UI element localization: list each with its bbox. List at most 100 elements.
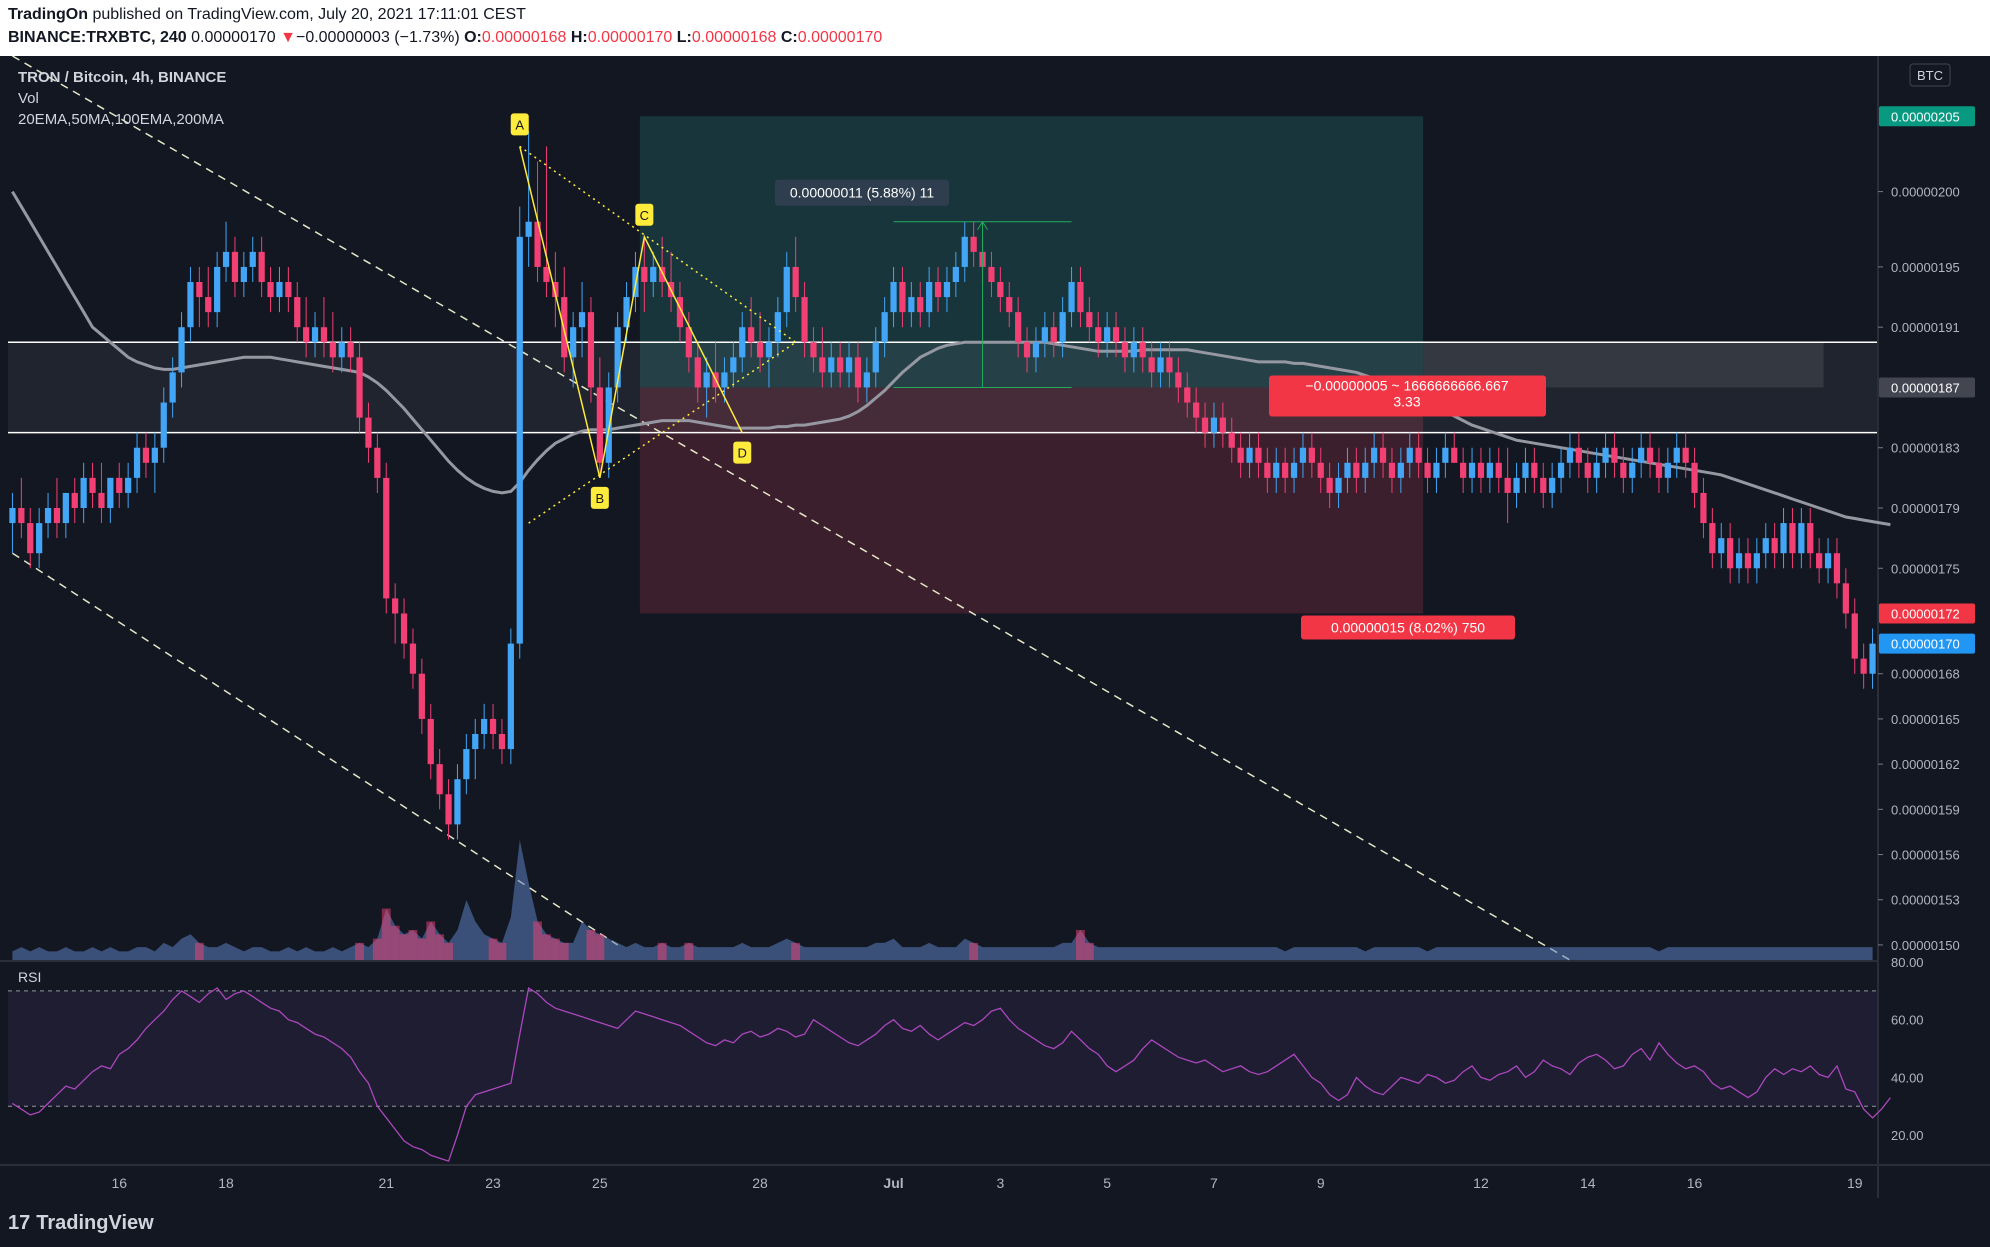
candle <box>1789 523 1796 554</box>
pattern-point-label: C <box>640 208 649 223</box>
price-tick-label: 0.00000168 <box>1891 667 1960 682</box>
volume-bar <box>381 908 391 960</box>
candle <box>303 327 310 343</box>
candle <box>926 282 933 313</box>
volume-bar <box>390 925 400 960</box>
candle <box>1486 462 1493 478</box>
candle <box>1237 447 1244 463</box>
volume-bar <box>542 934 551 960</box>
price-tick-label: 0.00000183 <box>1891 441 1960 456</box>
candle <box>765 342 773 358</box>
ohlc-line: BINANCE:TRXBTC, 240 0.00000170 ▼−0.00000… <box>8 29 882 47</box>
candle <box>89 477 96 493</box>
time-tick-label: 19 <box>1847 1175 1863 1191</box>
candle <box>1353 462 1360 478</box>
candle <box>1246 447 1253 463</box>
time-tick-label: 7 <box>1210 1175 1218 1191</box>
candle <box>988 266 995 282</box>
price-tick-label: 0.00000191 <box>1891 320 1960 335</box>
candle <box>703 372 710 388</box>
candle <box>27 523 34 554</box>
candle <box>1433 462 1440 478</box>
tradingview-logo[interactable]: 17 TradingView <box>8 1212 154 1235</box>
pattern-point-label: D <box>738 446 747 461</box>
volume-bar <box>969 942 979 960</box>
candle <box>214 266 221 313</box>
measure-arrow-icon <box>977 220 988 230</box>
candle <box>739 327 746 358</box>
volume-bar <box>435 934 445 960</box>
candle <box>187 282 194 328</box>
candle <box>1824 553 1832 569</box>
high-label: H: <box>570 29 588 46</box>
last-price: 0.00000170 <box>191 29 276 46</box>
candle <box>605 387 612 463</box>
candle <box>1629 462 1636 478</box>
time-tick-label: 18 <box>218 1175 234 1191</box>
candle <box>285 282 292 298</box>
candle <box>392 598 399 614</box>
pattern-point-label: A <box>515 117 524 132</box>
time-tick-label: 23 <box>485 1175 501 1191</box>
candle <box>374 447 381 478</box>
candle <box>1638 447 1645 463</box>
candle <box>231 251 239 282</box>
candle <box>1095 327 1102 343</box>
chart-header: TradingOn published on TradingView.com, … <box>0 0 1990 56</box>
price-tick-label: 0.00000150 <box>1891 938 1960 953</box>
publish-line: TradingOn published on TradingView.com, … <box>8 6 526 24</box>
candle <box>409 643 417 674</box>
currency-badge[interactable] <box>1909 63 1951 87</box>
candle <box>258 251 265 282</box>
candle <box>641 266 648 282</box>
candle <box>659 266 666 282</box>
chart-area[interactable]: A B C D 0.00000011 (5.88%) 11 RSI 0.0000020… <box>0 56 1990 1198</box>
candle <box>463 749 470 780</box>
rsi-line <box>12 986 1891 1162</box>
candle <box>1477 462 1485 478</box>
time-tick-label: 25 <box>592 1175 608 1191</box>
volume-bar <box>497 942 507 960</box>
candle <box>1130 342 1137 358</box>
volume-bar <box>684 942 694 960</box>
volume-bar <box>791 942 801 960</box>
candle <box>445 794 452 825</box>
publisher-name[interactable]: TradingOn <box>8 6 88 23</box>
candle <box>623 297 630 328</box>
candle <box>1121 342 1129 358</box>
candle <box>1807 523 1814 554</box>
candle <box>418 673 425 719</box>
time-tick-label: Jul <box>883 1175 903 1191</box>
candle <box>1148 357 1155 373</box>
candle <box>1290 462 1298 478</box>
candle <box>1379 447 1387 463</box>
volume-bar <box>372 938 382 960</box>
candle <box>1460 462 1467 478</box>
symbol-label: BINANCE:TRXBTC, 240 <box>8 29 187 46</box>
candle <box>997 282 1004 298</box>
volume-bar <box>417 938 427 960</box>
candle <box>365 417 372 448</box>
candle <box>427 718 434 765</box>
candle <box>383 477 390 599</box>
low-label: L: <box>676 29 692 46</box>
candle <box>783 266 790 313</box>
candle <box>1646 447 1654 463</box>
rsi-legend: RSI <box>18 969 41 985</box>
candle <box>1869 643 1876 674</box>
time-tick-label: 3 <box>996 1175 1004 1191</box>
candle <box>1842 583 1849 614</box>
volume-bar <box>657 942 667 960</box>
candle <box>240 266 247 282</box>
candle <box>1513 477 1520 493</box>
candle <box>338 342 345 358</box>
candle <box>1086 312 1093 328</box>
candle <box>1851 613 1858 659</box>
candle <box>756 342 764 358</box>
candle <box>1077 282 1084 313</box>
ma-legend: 20EMA,50MA,100EMA,200MA <box>18 111 224 128</box>
rsi-band <box>8 990 1877 1107</box>
candle <box>1406 447 1413 463</box>
candle <box>1193 402 1200 418</box>
price-tick-label: 0.00000162 <box>1891 757 1960 772</box>
